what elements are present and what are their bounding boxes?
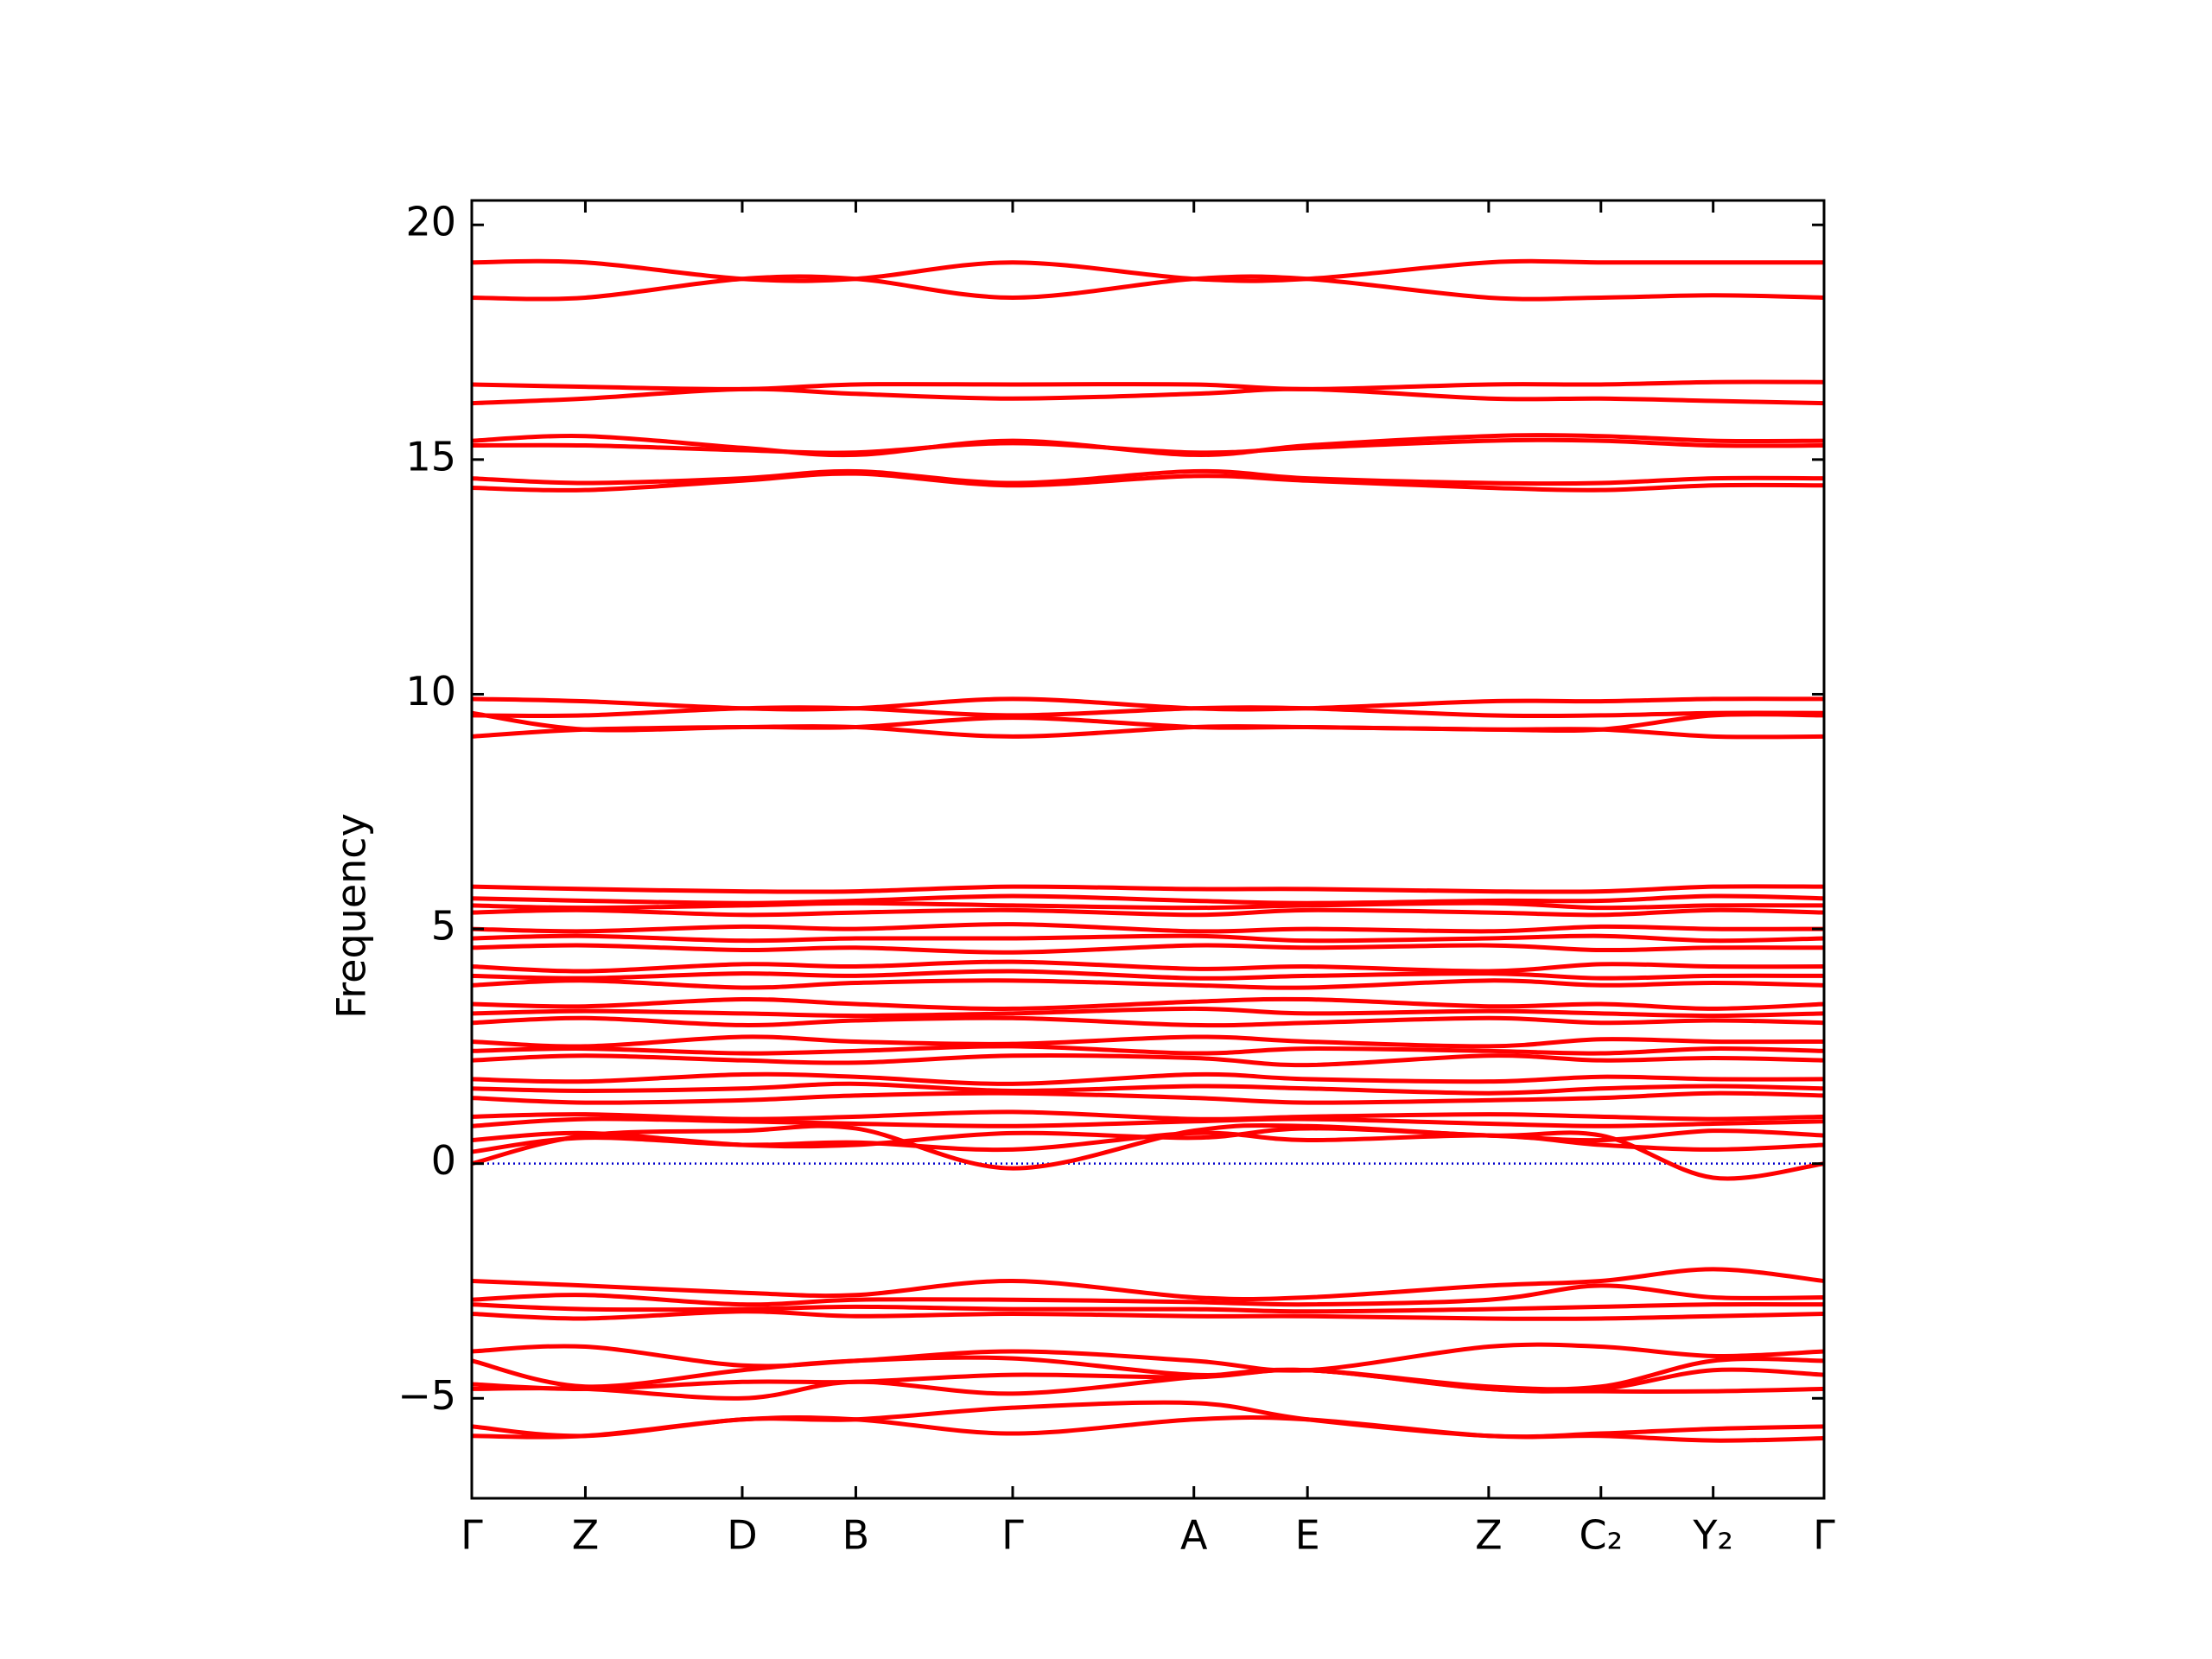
y-tick-label: 5: [431, 903, 456, 950]
band-line: [472, 1071, 1824, 1086]
plot-frame: [470, 199, 1826, 1500]
band-line: [472, 696, 1824, 712]
band-line: [472, 437, 1824, 455]
band-line: [472, 1342, 1824, 1373]
x-tick-label: Z: [572, 1512, 600, 1559]
band-line: [472, 705, 1824, 719]
band-line: [472, 1267, 1824, 1302]
band-line: [472, 893, 1824, 906]
band-line: [472, 471, 1824, 493]
band-line: [472, 468, 1824, 486]
band-line: [472, 1006, 1824, 1019]
band-line: [472, 1400, 1824, 1440]
band-line: [472, 724, 1824, 740]
y-tick-label: 10: [405, 668, 456, 715]
band-line: [472, 907, 1824, 918]
band-line: [472, 1015, 1824, 1028]
band-line: [472, 274, 1824, 302]
band-line: [472, 1367, 1824, 1401]
x-tick-label: Γ: [1001, 1512, 1024, 1559]
band-line: [472, 933, 1824, 944]
band-line: [472, 1044, 1824, 1056]
band-line: [472, 258, 1824, 283]
x-tick-label: C₂: [1579, 1512, 1623, 1559]
x-tick-label: A: [1180, 1512, 1208, 1559]
x-tick-label: B: [842, 1512, 870, 1559]
y-tick-label: 15: [405, 433, 456, 480]
x-tick-label: Y₂: [1692, 1512, 1733, 1559]
x-tick-label: Γ: [1813, 1512, 1835, 1559]
band-line: [472, 379, 1824, 391]
x-tick-label: D: [727, 1512, 757, 1559]
band-line: [472, 996, 1824, 1011]
band-line: [472, 900, 1824, 911]
band-line: [472, 1301, 1824, 1314]
y-axis-label: Frequency: [328, 813, 375, 1019]
band-line: [472, 1122, 1824, 1181]
band-line: [472, 1309, 1824, 1321]
band-line: [472, 1034, 1824, 1049]
y-tick-label: 20: [405, 199, 456, 245]
y-tick-label: −5: [397, 1372, 456, 1419]
x-tick-label: Γ: [461, 1512, 483, 1559]
band-line: [472, 1053, 1824, 1068]
x-tick-label: E: [1295, 1512, 1320, 1559]
band-line: [472, 1081, 1824, 1096]
band-line: [472, 433, 1824, 458]
band-line: [472, 884, 1824, 894]
band-line: [472, 943, 1824, 955]
band-line: [472, 1116, 1824, 1128]
band-line: [472, 969, 1824, 981]
band-line: [472, 959, 1824, 974]
band-line: [472, 978, 1824, 990]
band-line: [472, 386, 1824, 406]
x-tick-label: Z: [1475, 1512, 1503, 1559]
band-line: [472, 1090, 1824, 1105]
y-tick-label: 0: [431, 1137, 456, 1184]
band-line: [472, 1355, 1824, 1392]
band-line: [472, 922, 1824, 934]
band-line: [472, 1283, 1824, 1307]
band-line: [472, 1415, 1824, 1443]
band-line: [472, 1109, 1824, 1122]
